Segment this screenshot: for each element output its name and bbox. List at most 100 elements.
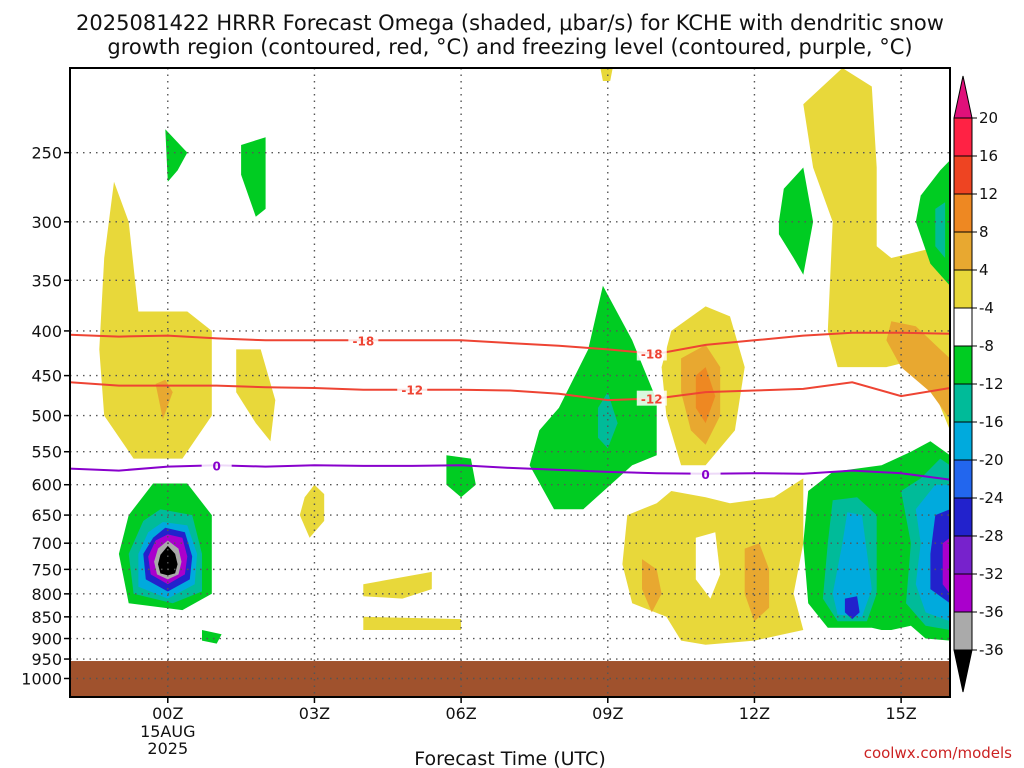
colorbar-swatch--28 [953, 535, 973, 575]
colorbar-label--8: -8 [979, 337, 994, 355]
colorbar: 20 16 12 8 4 -4 -8 -12 -16 -20 -24 -28 -32 -36 -36 [953, 75, 1004, 693]
colorbar-swatch--8 [953, 345, 973, 385]
dgz-minus18-line [70, 331, 950, 355]
omega-region-29 [935, 202, 946, 258]
omega-region-1 [155, 379, 173, 420]
axes: 250 300 350 400 450 500 550 600 650 700 750 800 850 9… [21, 67, 951, 758]
omega-region-3 [299, 484, 325, 538]
omega-region-15 [158, 545, 178, 576]
omega-region-16 [202, 630, 222, 644]
y-tick-label-600: 600 [31, 476, 62, 495]
colorbar-label--20: -20 [979, 451, 1004, 469]
omega-region-7 [241, 137, 266, 217]
colorbar-label--16: -16 [979, 413, 1004, 431]
dgz-minus18-label-1: -18 [641, 347, 663, 361]
colorbar-swatch-20 [953, 117, 973, 157]
x-tick-date-00Z: 15AUG [140, 722, 195, 741]
x-tick-label-15Z: 15Z [885, 704, 916, 723]
chart-title-line1: 2025081422 HRRR Forecast Omega (shaded, … [76, 11, 944, 35]
y-tick-label-900: 900 [31, 630, 62, 649]
contours: -18 -18 -12 -12 0 0 [70, 331, 950, 482]
y-tick-label-950: 950 [31, 650, 62, 669]
omega-region-21 [695, 367, 716, 424]
dgz-minus12-label-0: -12 [401, 384, 423, 398]
colorbar-label-8: 8 [979, 223, 989, 241]
dgz-minus12-label-1: -12 [641, 393, 663, 407]
dgz-minus12-label-bg-1 [636, 390, 667, 406]
omega-region-23 [695, 532, 721, 599]
colorbar-swatch-12 [953, 193, 973, 233]
dgz-minus18-label-bg-1 [636, 345, 667, 361]
y-tick-label-750: 750 [31, 560, 62, 579]
omega-region-2 [236, 349, 276, 442]
plot-frame [69, 67, 951, 698]
colorbar-swatch--32 [953, 573, 973, 613]
colorbar-label-bottom: -36 [979, 641, 1004, 659]
freezing-level-label-1: 0 [701, 468, 709, 482]
omega-region-5 [363, 616, 462, 630]
dgz-minus12-line [70, 381, 950, 402]
omega-region-38 [942, 537, 950, 594]
dgz-minus12-label-bg-0 [397, 381, 428, 397]
colorbar-label--4: -4 [979, 299, 994, 317]
y-tick-label-350: 350 [31, 271, 62, 290]
x-tick-label-06Z: 06Z [445, 704, 476, 723]
omega-region-39 [600, 68, 613, 81]
y-tick-label-800: 800 [31, 585, 62, 604]
y-tick-label-700: 700 [31, 534, 62, 553]
omega-region-4 [363, 571, 432, 599]
colorbar-swatch--24 [953, 497, 973, 537]
colorbar-swatch--12 [953, 383, 973, 423]
y-tick-label-1000: 1000 [21, 669, 62, 688]
y-tick-label-400: 400 [31, 322, 62, 341]
colorbar-label--36: -36 [979, 603, 1004, 621]
y-tick-label-850: 850 [31, 608, 62, 627]
colorbar-label-16: 16 [979, 147, 998, 165]
x-tick-label-03Z: 03Z [299, 704, 330, 723]
colorbar-swatch--4 [953, 307, 973, 347]
colorbar-label--12: -12 [979, 375, 1004, 393]
colorbar-label-12: 12 [979, 185, 998, 203]
y-tick-label-450: 450 [31, 367, 62, 386]
colorbar-under-arrow [953, 649, 973, 693]
omega-region-24 [642, 559, 662, 613]
colorbar-label--28: -28 [979, 527, 1004, 545]
x-tick-label-00Z: 00Z [152, 704, 183, 723]
omega-region-6 [165, 129, 188, 182]
omega-region-34 [844, 596, 860, 620]
colorbar-swatch-4 [953, 269, 973, 309]
colorbar-label-20: 20 [979, 109, 998, 127]
x-tick-year-00Z: 2025 [147, 739, 188, 758]
colorbar-label--24: -24 [979, 489, 1004, 507]
y-tick-label-650: 650 [31, 506, 62, 525]
omega-region-28 [915, 160, 950, 286]
y-tick-label-300: 300 [31, 213, 62, 232]
omega-region-30 [886, 321, 950, 420]
freezing-level-label-bg-0 [201, 457, 232, 473]
x-axis-title: Forecast Time (UTC) [414, 748, 605, 768]
freezing-level-label-0: 0 [212, 459, 220, 473]
colorbar-label--32: -32 [979, 565, 1004, 583]
chart-title-line2: growth region (contoured, red, °C) and f… [107, 35, 912, 59]
colorbar-swatch-8 [953, 231, 973, 271]
omega-region-25 [744, 543, 770, 622]
x-tick-label-12Z: 12Z [739, 704, 770, 723]
y-tick-label-250: 250 [31, 144, 62, 163]
colorbar-over-arrow [953, 75, 973, 119]
ground-fill [70, 661, 950, 697]
credit-link[interactable]: coolwx.com/models [864, 744, 1012, 762]
gridlines [70, 68, 950, 697]
omega-region-33 [832, 512, 872, 617]
y-tick-label-500: 500 [31, 407, 62, 426]
colorbar-swatch--20 [953, 459, 973, 499]
dgz-minus18-label-bg-0 [348, 332, 379, 348]
colorbar-label-4: 4 [979, 261, 989, 279]
dgz-minus18-label-0: -18 [352, 334, 374, 348]
colorbar-swatch-16 [953, 155, 973, 195]
freezing-level-label-bg-1 [690, 465, 721, 481]
colorbar-swatch--16 [953, 421, 973, 461]
x-tick-label-09Z: 09Z [592, 704, 623, 723]
omega-region-0 [99, 181, 212, 459]
omega-region-26 [778, 167, 814, 275]
